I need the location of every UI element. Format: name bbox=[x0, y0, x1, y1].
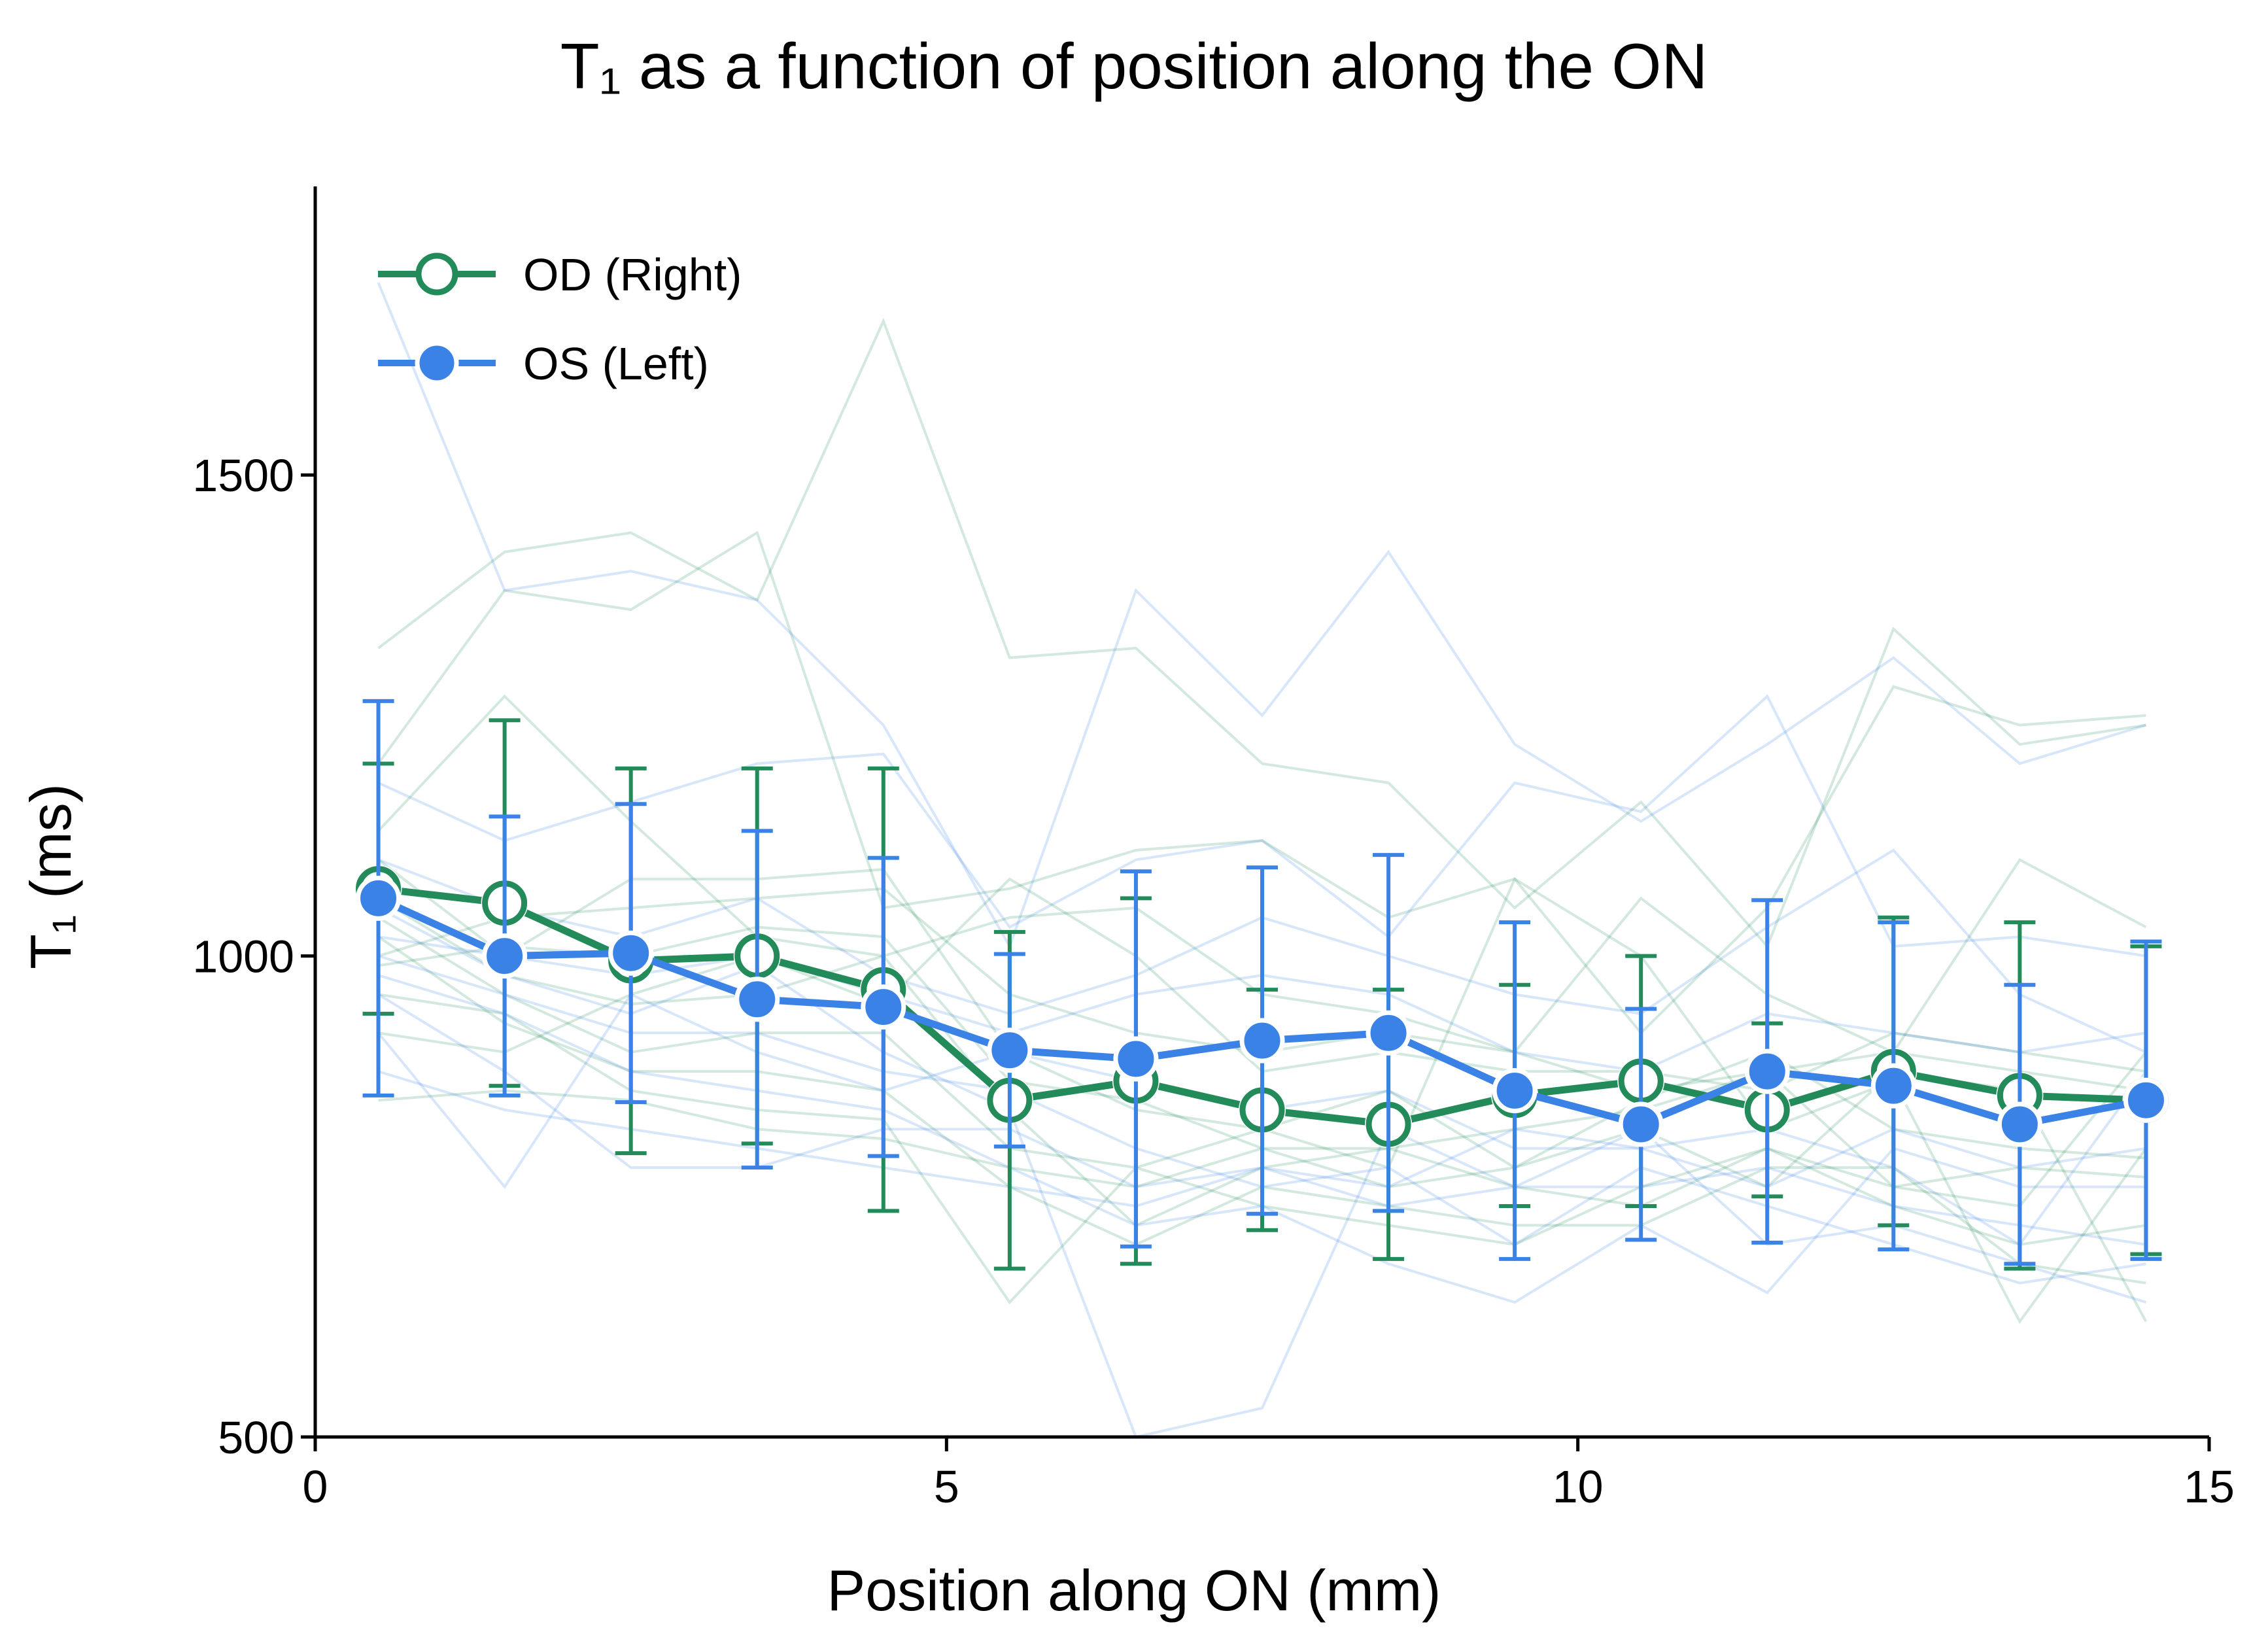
y-tick-label: 1000 bbox=[192, 931, 294, 982]
data-point bbox=[1618, 1101, 1664, 1147]
data-point bbox=[482, 933, 528, 979]
y-tick-label: 500 bbox=[218, 1412, 294, 1463]
data-point bbox=[1366, 1010, 1411, 1056]
x-tick-label: 10 bbox=[1553, 1461, 1604, 1512]
x-tick-label: 0 bbox=[303, 1461, 328, 1512]
y-tick-label: 1500 bbox=[192, 450, 294, 501]
subject-line bbox=[377, 694, 2146, 958]
data-point bbox=[2123, 1077, 2169, 1123]
series-os bbox=[356, 699, 2169, 1266]
data-point bbox=[1492, 1068, 1538, 1114]
subject-line bbox=[377, 282, 2147, 950]
data-point bbox=[1239, 1018, 1285, 1064]
data-point bbox=[608, 930, 654, 976]
data-point bbox=[356, 875, 402, 921]
data-point bbox=[987, 1028, 1033, 1073]
y-ticks: 500 1000 1500 bbox=[192, 450, 315, 1463]
data-point bbox=[1744, 1048, 1790, 1094]
legend-label-os: OS (Left) bbox=[523, 338, 709, 389]
data-point bbox=[861, 984, 906, 1030]
legend-item-os: OS (Left) bbox=[378, 338, 709, 389]
mean-series-group bbox=[354, 699, 2170, 1271]
legend-item-od: OD (Right) bbox=[378, 249, 742, 300]
y-axis-label: T₁ (ms) bbox=[18, 784, 83, 969]
data-point bbox=[1870, 1063, 1916, 1109]
subject-line bbox=[377, 907, 2147, 1439]
data-point bbox=[1997, 1101, 2042, 1147]
x-tick-label: 15 bbox=[2184, 1461, 2235, 1512]
chart-title: T₁ as a function of position along the O… bbox=[560, 30, 1708, 102]
legend-label-od: OD (Right) bbox=[523, 249, 742, 300]
subject-line bbox=[377, 530, 2146, 1035]
points-os bbox=[356, 875, 2169, 1147]
data-point bbox=[1113, 1036, 1159, 1082]
legend-marker-os bbox=[415, 341, 459, 385]
legend-marker-od bbox=[415, 252, 458, 296]
subject-line bbox=[377, 317, 2146, 949]
individual-subject-lines bbox=[377, 282, 2148, 1439]
axes: 0 5 10 15 500 1000 1500 bbox=[192, 186, 2235, 1512]
x-axis-label: Position along ON (mm) bbox=[827, 1558, 1441, 1623]
legend: OD (Right) OS (Left) bbox=[378, 249, 742, 389]
x-tick-label: 5 bbox=[934, 1461, 959, 1512]
data-point bbox=[734, 977, 780, 1022]
x-ticks: 0 5 10 15 bbox=[303, 1437, 2235, 1512]
